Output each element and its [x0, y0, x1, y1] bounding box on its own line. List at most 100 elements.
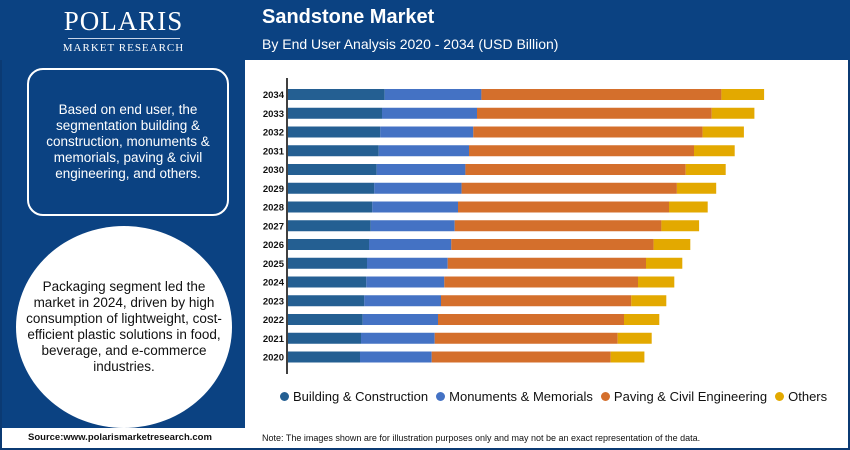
stacked-bar-chart: 2034 2033 2032 2031 2030 2029 2028 2027 2026 2025…	[263, 78, 765, 374]
bar-segment-paving-civil-engineering-2029	[461, 182, 677, 194]
bar-segment-monuments-memorials-2033	[382, 107, 477, 119]
bar-segment-paving-civil-engineering-2023	[441, 295, 632, 307]
bar-segment-paving-civil-engineering-2030	[465, 164, 686, 175]
segmentation-info-box: Based on end user, the segmentation buil…	[27, 68, 229, 216]
highlight-text: Packaging segment led the market in 2024…	[26, 279, 222, 374]
chart-legend: Building & Construction Monuments & Memor…	[280, 389, 827, 404]
bar-segment-paving-civil-engineering-2032	[473, 126, 703, 138]
y-tick-label: 2032	[263, 128, 284, 139]
bar-segment-paving-civil-engineering-2024	[444, 276, 638, 288]
segmentation-info-text: Based on end user, the segmentation buil…	[46, 102, 210, 181]
y-tick-label: 2029	[263, 184, 284, 195]
bar-segment-monuments-memorials-2022	[362, 314, 438, 325]
bar-segment-others-2027	[661, 220, 700, 232]
bar-segment-monuments-memorials-2020	[360, 351, 432, 363]
legend-dot-icon	[600, 392, 610, 401]
bar-segment-monuments-memorials-2029	[374, 182, 462, 194]
chart-title: Sandstone Market	[262, 6, 435, 28]
bar-segment-paving-civil-engineering-2025	[447, 257, 646, 269]
disclaimer-note: Note: The images shown are for illustrat…	[262, 433, 701, 443]
bar-segment-others-2028	[669, 201, 708, 213]
bar-segment-building-construction-2032	[288, 126, 381, 138]
y-tick-label: 2025	[263, 259, 285, 270]
bar-segment-monuments-memorials-2023	[364, 295, 441, 307]
bar-segment-monuments-memorials-2031	[378, 145, 469, 157]
bar-segment-others-2029	[676, 182, 717, 194]
bar-segment-building-construction-2020	[288, 351, 360, 363]
y-tick-label: 2021	[263, 334, 285, 345]
y-tick-label: 2033	[263, 109, 284, 120]
logo-subtitle: MARKET RESEARCH	[62, 42, 185, 54]
bar-segment-monuments-memorials-2026	[369, 239, 452, 250]
legend-label: Others	[788, 389, 828, 404]
legend-label: Monuments & Memorials	[449, 389, 593, 404]
legend-item: Paving & Civil Engineering	[600, 389, 768, 404]
bar-segment-building-construction-2021	[288, 332, 361, 344]
bar-segment-building-construction-2029	[288, 182, 375, 194]
legend-item: Building & Construction	[280, 389, 428, 404]
logo-divider	[67, 38, 180, 39]
bar-segment-building-construction-2023	[288, 295, 365, 307]
bar-segment-monuments-memorials-2025	[367, 257, 448, 269]
y-tick-label: 2020	[263, 353, 284, 364]
bar-segment-monuments-memorials-2034	[384, 89, 482, 100]
bar-segment-building-construction-2024	[288, 276, 367, 288]
bar-segment-building-construction-2025	[288, 257, 367, 269]
bar-segment-monuments-memorials-2027	[370, 220, 455, 232]
legend-label: Paving & Civil Engineering	[613, 389, 768, 404]
bar-segment-others-2025	[646, 257, 683, 269]
bar-segment-others-2026	[653, 239, 691, 250]
y-tick-label: 2022	[263, 315, 284, 326]
legend-item: Monuments & Memorials	[436, 389, 593, 404]
y-tick-label: 2026	[263, 240, 284, 251]
y-tick-label: 2031	[263, 146, 285, 157]
bar-segment-monuments-memorials-2021	[361, 332, 435, 344]
bar-segment-building-construction-2027	[288, 220, 371, 232]
highlight-circle: Packaging segment led the market in 2024…	[16, 226, 232, 428]
bar-segment-building-construction-2022	[288, 314, 363, 325]
bar-segment-paving-civil-engineering-2034	[481, 89, 722, 100]
y-tick-label: 2028	[263, 203, 284, 214]
bar-segment-others-2034	[721, 89, 765, 100]
bar-segment-others-2020	[610, 351, 645, 363]
logo-name: POLARIS	[63, 6, 184, 36]
legend-item: Others	[775, 389, 827, 404]
bar-segment-monuments-memorials-2030	[376, 164, 466, 175]
bar-segment-building-construction-2031	[288, 145, 379, 157]
polaris-logo: POLARIS MARKET RESEARCH	[2, 6, 245, 54]
bar-segment-others-2031	[694, 145, 735, 157]
bar-segment-building-construction-2030	[288, 164, 377, 175]
y-tick-label: 2024	[263, 278, 285, 289]
bar-segment-paving-civil-engineering-2033	[477, 107, 712, 119]
bar-segment-others-2021	[617, 332, 652, 344]
legend-dot-icon	[280, 392, 289, 401]
legend-label: Building & Construction	[293, 389, 429, 404]
bar-segment-monuments-memorials-2032	[380, 126, 474, 138]
bar-segment-building-construction-2026	[288, 239, 369, 250]
bar-segment-building-construction-2028	[288, 201, 373, 213]
bar-segment-building-construction-2034	[288, 89, 385, 100]
bar-segment-monuments-memorials-2028	[372, 201, 458, 213]
chart-subtitle: By End User Analysis 2020 - 2034 (USD Bi…	[262, 36, 559, 52]
bar-segment-others-2024	[638, 276, 675, 288]
bar-segment-others-2022	[624, 314, 660, 325]
bar-segment-paving-civil-engineering-2020	[431, 351, 611, 363]
source-text: Source:www.polarismarketresearch.com	[28, 432, 212, 443]
bar-segment-paving-civil-engineering-2022	[438, 314, 624, 325]
bar-segment-paving-civil-engineering-2027	[454, 220, 662, 232]
bar-segment-paving-civil-engineering-2026	[451, 239, 654, 250]
legend-dot-icon	[436, 392, 446, 401]
y-tick-label: 2023	[263, 296, 284, 307]
bar-segment-others-2032	[702, 126, 744, 138]
bar-segment-paving-civil-engineering-2031	[469, 145, 694, 157]
bar-segment-others-2033	[711, 107, 755, 119]
bar-segment-building-construction-2033	[288, 107, 382, 119]
legend-dot-icon	[775, 392, 785, 401]
bar-segment-others-2023	[631, 295, 667, 307]
bar-segment-monuments-memorials-2024	[366, 276, 445, 288]
y-tick-label: 2027	[263, 221, 284, 232]
y-tick-label: 2030	[263, 165, 284, 176]
y-tick-label: 2034	[263, 90, 285, 101]
bar-segment-paving-civil-engineering-2021	[434, 332, 618, 344]
bar-segment-others-2030	[685, 164, 726, 175]
